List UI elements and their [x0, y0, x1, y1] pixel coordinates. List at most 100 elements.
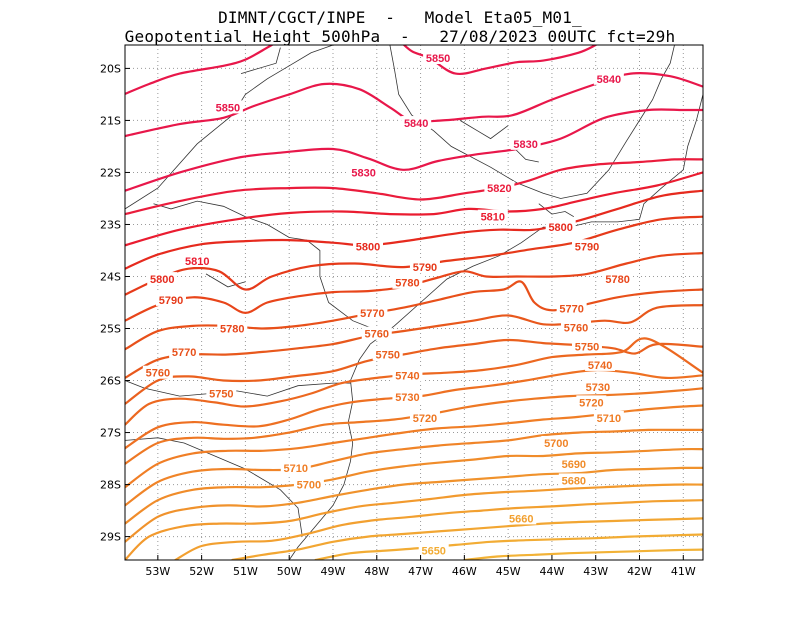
map-boundary-line — [125, 380, 351, 397]
contour-line-5850 — [402, 45, 597, 76]
chart-title-line-1: DIMNT/CGCT/INPE - Model Eta05_M01_ — [218, 8, 582, 27]
contour-line-5760 — [125, 304, 703, 379]
contour-label: 5730 — [586, 382, 610, 394]
contour-label-bg — [571, 339, 602, 353]
contour-line-5700 — [125, 428, 703, 507]
contour-label-bg — [585, 357, 616, 371]
contour-label-bg — [545, 220, 576, 234]
contour-label: 5810 — [185, 256, 209, 268]
x-tick-label: 43W — [583, 565, 608, 578]
contour-label: 5820 — [487, 183, 511, 195]
contour-line-5660 — [174, 499, 703, 560]
contour-label: 5700 — [544, 438, 568, 450]
y-tick-label: 29S — [100, 531, 121, 544]
contour-label-bg — [212, 100, 243, 114]
y-tick-label: 20S — [100, 62, 121, 75]
contour-label: 5690 — [562, 459, 586, 471]
map-boundary-line — [125, 437, 303, 537]
map-boundary-line — [205, 273, 246, 288]
contour-label-bg — [418, 543, 449, 557]
contour-label: 5730 — [395, 392, 419, 404]
coastlines-borders — [125, 45, 703, 560]
contour-line-5850 — [125, 45, 274, 95]
contour-lines — [125, 45, 703, 560]
y-tick-label: 24S — [100, 270, 121, 283]
contour-line-5790 — [125, 215, 703, 296]
map-boundary-line — [240, 47, 281, 74]
contour-line-5680 — [125, 466, 703, 543]
x-tick-label: 53W — [145, 565, 170, 578]
x-tick-label: 45W — [496, 565, 521, 578]
y-tick-label: 26S — [100, 375, 121, 388]
contour-label: 5650 — [421, 546, 445, 558]
contour-label: 5760 — [146, 368, 170, 380]
contour-label: 5800 — [356, 241, 380, 253]
contour-label-bg — [477, 209, 508, 223]
contour-label-bg — [506, 511, 537, 525]
contour-label-bg — [484, 181, 515, 195]
contour-label-bg — [582, 379, 613, 393]
map-boundary-line — [512, 146, 539, 163]
contour-label-bg — [593, 410, 624, 424]
contour-label-bg — [361, 326, 392, 340]
contour-line-5650 — [314, 533, 703, 560]
contour-label-bg — [348, 165, 379, 179]
contour-line-5670 — [125, 483, 703, 560]
contour-label: 5840 — [597, 74, 621, 86]
contour-label: 5770 — [559, 304, 583, 316]
contour-label-bg — [155, 292, 186, 306]
map-boundary-line — [389, 45, 675, 199]
contour-label: 5720 — [579, 397, 603, 409]
x-tick-label: 48W — [364, 565, 389, 578]
x-tick-label: 50W — [277, 565, 302, 578]
map-boundary-line — [459, 120, 509, 140]
contour-label-bg — [558, 456, 589, 470]
contour-label: 5800 — [548, 222, 572, 234]
contour-label: 5710 — [597, 413, 621, 425]
map-boundary-line — [369, 94, 703, 345]
contour-label: 5780 — [395, 278, 419, 290]
contour-label: 5780 — [220, 324, 244, 336]
contour-label: 5750 — [375, 350, 399, 362]
contour-label: 5680 — [562, 475, 586, 487]
contour-label-bg — [423, 51, 454, 65]
contour-label-bg — [392, 275, 423, 289]
contour-label: 5750 — [575, 342, 599, 354]
x-tick-label: 49W — [321, 565, 346, 578]
contour-label: 5830 — [513, 139, 537, 151]
contour-label-bg — [357, 305, 388, 319]
y-tick-label: 27S — [100, 427, 121, 440]
plot-border — [124, 44, 704, 561]
contour-label-bg — [392, 368, 423, 382]
x-tick-label: 41W — [671, 565, 696, 578]
contour-label: 5720 — [413, 413, 437, 425]
contour-label-bg — [541, 435, 572, 449]
contour-label-bg — [206, 386, 237, 400]
x-tick-label: 52W — [189, 565, 214, 578]
contour-label: 5840 — [404, 118, 428, 130]
contour-label: 5770 — [360, 308, 384, 320]
chart-title-line-2: Geopotential Height 500hPa - 27/08/2023 … — [124, 27, 676, 46]
x-tick-label: 44W — [539, 565, 564, 578]
map-boundary-line — [153, 200, 373, 329]
contour-label: 5710 — [284, 463, 308, 475]
contour-label-bg — [558, 473, 589, 487]
contour-line-5820 — [125, 158, 703, 216]
contour-line-5810 — [125, 171, 703, 247]
contour-label-bg — [353, 239, 384, 253]
contour-label-bg — [147, 272, 178, 286]
contour-line-5830 — [125, 108, 703, 192]
contour-label-bg — [142, 365, 173, 379]
contour-label: 5740 — [588, 360, 612, 372]
x-tick-label: 46W — [452, 565, 477, 578]
contour-label: 5810 — [481, 212, 505, 224]
contour-label-bg — [280, 460, 311, 474]
y-tick-label: 22S — [100, 166, 121, 179]
contour-label: 5660 — [509, 513, 533, 525]
contour-label-bg — [409, 260, 440, 274]
contour-label: 5790 — [159, 295, 183, 307]
x-tick-label: 47W — [408, 565, 433, 578]
contour-label-bg — [182, 253, 213, 267]
